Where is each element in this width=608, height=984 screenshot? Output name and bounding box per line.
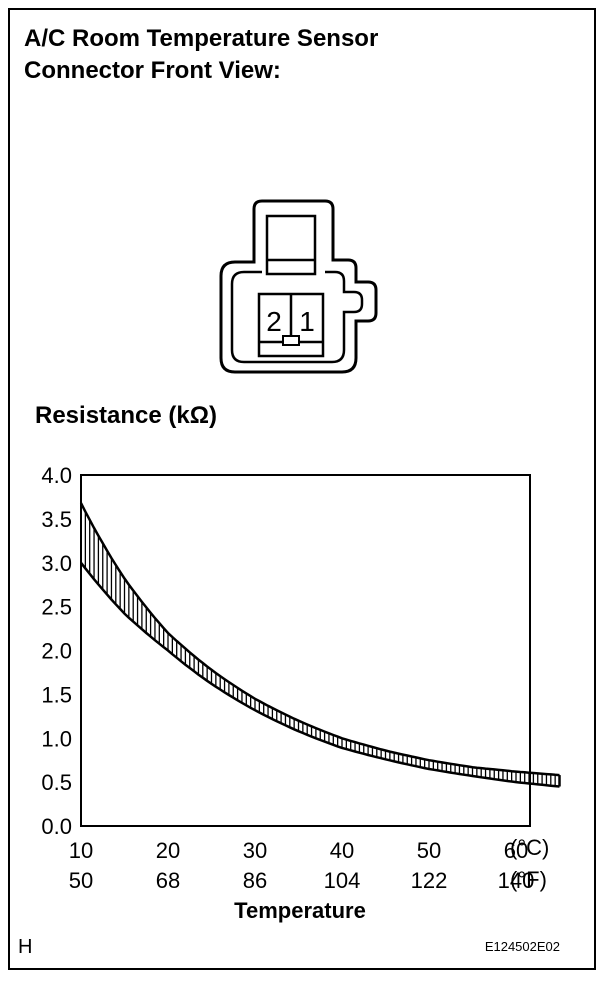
pin-1-label: 1: [299, 306, 315, 337]
y-tick-label: 0.5: [41, 770, 72, 795]
x-tick-label-celsius: 40: [330, 838, 354, 863]
x-tick-label-celsius: 50: [417, 838, 441, 863]
y-tick-label: 0.0: [41, 814, 72, 839]
x-tick-label-fahrenheit: 104: [324, 868, 361, 893]
y-axis-title: Resistance (kΩ): [35, 402, 217, 429]
unit-celsius: (°C): [510, 835, 549, 860]
x-tick-label-fahrenheit: 86: [243, 868, 267, 893]
pin-2-label: 2: [266, 306, 282, 337]
corner-mark: H: [18, 936, 32, 958]
y-tick-label: 2.5: [41, 595, 72, 620]
terminal-key: [282, 335, 300, 346]
y-tick-label: 4.0: [41, 463, 72, 488]
resistance-band: [79, 502, 561, 788]
x-tick-label-celsius: 30: [243, 838, 267, 863]
y-axis-ticks: 4.0 3.5 3.0 2.5 2.0 1.5 1.0 0.5 0.0: [41, 463, 72, 839]
band-lower-limit: [80, 562, 560, 788]
x-tick-label-celsius: 60: [504, 838, 528, 863]
y-tick-label: 3.0: [41, 551, 72, 576]
y-tick-label: 1.0: [41, 726, 72, 751]
y-tick-label: 2.0: [41, 639, 72, 664]
x-tick-label-celsius: 10: [69, 838, 93, 863]
x-tick-label-celsius: 20: [156, 838, 180, 863]
x-axis-title: Temperature: [234, 898, 366, 923]
x-axis-ticks: 10 50 20 68 30 86 40 104 50 122 60 140: [69, 838, 535, 893]
y-tick-label: 3.5: [41, 507, 72, 532]
y-tick-label: 1.5: [41, 682, 72, 707]
figure-code: E124502E02: [485, 939, 560, 954]
x-tick-label-fahrenheit: 140: [498, 868, 535, 893]
band-upper-limit: [79, 502, 560, 777]
figure-title-line1: A/C Room Temperature Sensor: [24, 25, 379, 52]
figure-title-line2: Connector Front View:: [24, 57, 281, 84]
connector-lock-latch: [265, 214, 317, 276]
x-tick-label-fahrenheit: 50: [69, 868, 93, 893]
connector-inner-outline: [230, 270, 364, 364]
x-tick-label-fahrenheit: 122: [411, 868, 448, 893]
x-tick-label-fahrenheit: 68: [156, 868, 180, 893]
unit-fahrenheit: (°F): [510, 867, 547, 892]
